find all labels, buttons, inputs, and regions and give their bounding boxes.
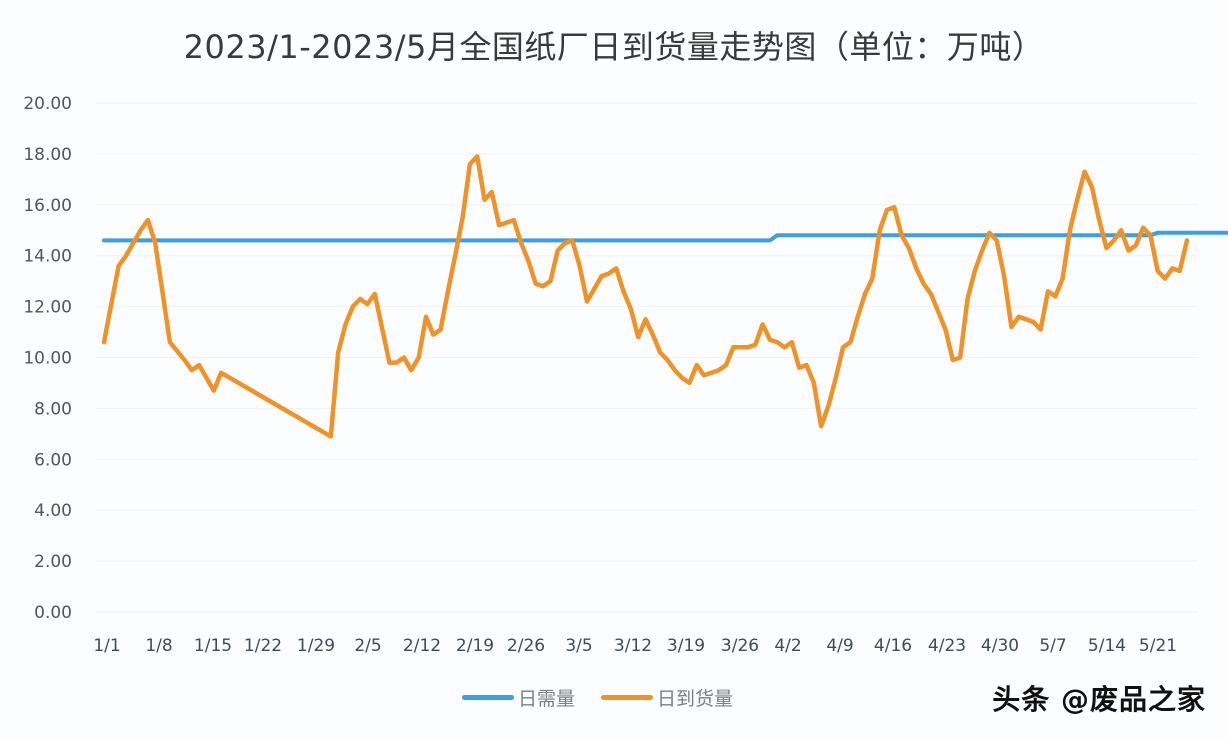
y-tick-label: 10.00	[23, 349, 72, 369]
x-tick-label: 2/5	[354, 636, 381, 656]
y-tick-label: 2.00	[34, 552, 72, 572]
x-tick-label: 3/19	[667, 636, 705, 656]
y-tick-label: 8.00	[34, 399, 72, 419]
x-tick-label: 2/19	[456, 636, 494, 656]
x-tick-label: 1/15	[194, 636, 232, 656]
gridlines	[96, 102, 1198, 613]
x-tick-label: 4/2	[774, 636, 801, 656]
x-tick-label: 3/5	[565, 636, 592, 656]
y-tick-label: 18.00	[23, 145, 72, 165]
series-lines	[101, 154, 1228, 439]
x-tick-label: 1/22	[244, 636, 282, 656]
y-tick-label: 6.00	[34, 450, 72, 470]
x-tick-label: 5/21	[1139, 636, 1177, 656]
chart-title: 2023/1-2023/5月全国纸厂日到货量走势图（单位：万吨）	[183, 28, 1045, 66]
x-tick-label: 2/26	[507, 636, 545, 656]
legend-swatch-blue	[462, 695, 514, 700]
legend-item-daily-arrival[interactable]: 日到货量	[601, 684, 733, 711]
series-daily-arrival	[101, 154, 1190, 439]
y-axis-ticks: 20.00 18.00 16.00 14.00 12.00 10.00 8.00 6.00 4.…	[23, 94, 72, 623]
x-tick-label: 1/29	[297, 636, 335, 656]
y-tick-label: 0.00	[34, 603, 72, 623]
legend: 日需量 日到货量	[462, 684, 733, 711]
legend-label: 日需量	[518, 688, 576, 710]
y-tick-label: 16.00	[23, 196, 72, 216]
y-tick-label: 4.00	[34, 501, 72, 521]
x-tick-label: 1/1	[93, 636, 120, 656]
watermark: 头条 @废品之家	[992, 683, 1206, 716]
x-tick-label: 4/23	[928, 636, 966, 656]
x-tick-label: 3/26	[721, 636, 759, 656]
legend-swatch-orange	[601, 695, 654, 700]
x-tick-label: 4/9	[826, 636, 853, 656]
x-tick-label: 4/30	[981, 636, 1019, 656]
x-tick-label: 3/12	[614, 636, 652, 656]
legend-label: 日到货量	[657, 688, 734, 710]
y-tick-label: 14.00	[23, 247, 72, 267]
series-daily-demand	[102, 230, 1228, 243]
x-tick-label: 1/8	[145, 636, 172, 656]
x-tick-label: 5/7	[1039, 636, 1066, 656]
legend-item-daily-demand[interactable]: 日需量	[462, 684, 575, 711]
x-tick-label: 4/16	[874, 636, 912, 656]
y-tick-label: 20.00	[23, 94, 72, 114]
x-tick-label: 5/14	[1088, 636, 1126, 656]
x-tick-label: 2/12	[403, 636, 441, 656]
y-tick-label: 12.00	[23, 298, 72, 318]
x-axis-ticks: 1/1 1/8 1/15 1/22 1/29 2/5 2/12 2/19 2/26 3/5 3/12…	[93, 636, 1177, 656]
